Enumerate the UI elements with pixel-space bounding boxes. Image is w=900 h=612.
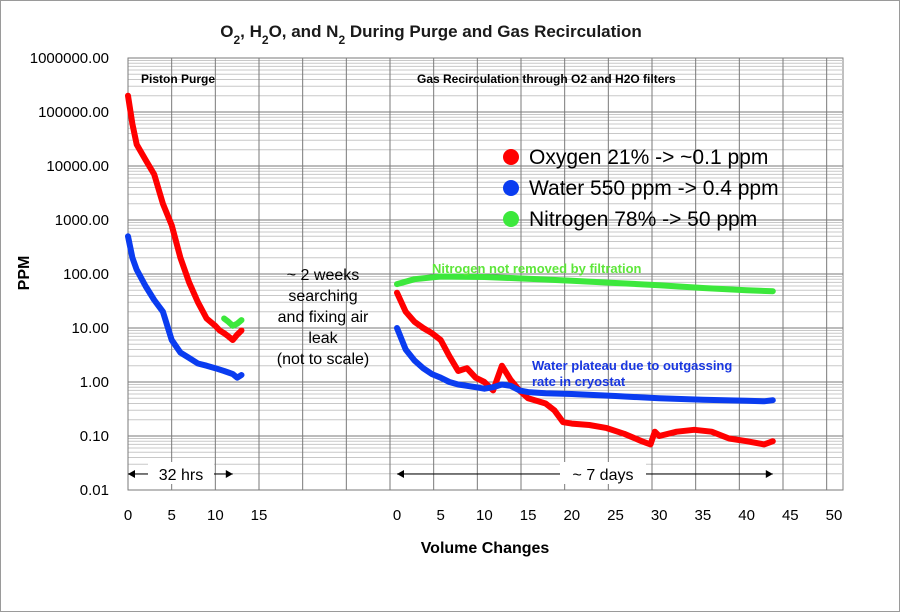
purge-duration-arrow-head-right xyxy=(225,470,233,478)
y-tick-label: 100000.00 xyxy=(38,104,109,121)
title-segment: O, and N xyxy=(269,22,339,41)
title-subscript: 2 xyxy=(338,33,345,47)
purge-duration-label-bg xyxy=(148,462,214,484)
legend: Oxygen 21% -> ~0.1 ppm Water 550 ppm -> 0… xyxy=(503,146,779,231)
oxygen-series-recirculation xyxy=(394,289,776,448)
annotations: Piston Purge Gas Recirculation through O2… xyxy=(128,72,773,484)
x-tick-label: 10 xyxy=(207,507,224,524)
x-tick-label: 10 xyxy=(476,507,493,524)
y-tick-label: 100.00 xyxy=(63,266,109,283)
legend-label: Water 550 ppm -> 0.4 ppm xyxy=(529,177,779,200)
purge-duration-label: 32 hrs xyxy=(159,467,203,484)
gap-note-line: ~ 2 weeks xyxy=(287,267,359,284)
legend-marker xyxy=(503,180,519,196)
recirc-duration-label: ~ 7 days xyxy=(573,467,634,484)
x-tick-label: 25 xyxy=(607,507,624,524)
x-tick-label: 15 xyxy=(520,507,537,524)
water-annotation-line: rate in cryostat xyxy=(532,374,626,389)
title-subscript: 2 xyxy=(262,33,269,47)
x-tick-label: 0 xyxy=(124,507,132,524)
legend-marker xyxy=(503,211,519,227)
nitrogen-series-recirculation xyxy=(394,273,776,295)
x-tick-label: 5 xyxy=(167,507,175,524)
y-tick-label: 0.01 xyxy=(80,482,109,499)
recirc-duration-arrow-head-left xyxy=(397,470,404,478)
x-axis: 0 5 10 15 0 5 10 15 20 25 30 35 40 45 50 xyxy=(124,507,843,524)
water-annotation-line: Water plateau due to outgassing xyxy=(532,358,732,373)
panel-label-purge: Piston Purge xyxy=(141,72,215,86)
y-tick-label: 10.00 xyxy=(71,320,109,337)
y-tick-label: 1000000.00 xyxy=(30,50,109,67)
legend-marker xyxy=(503,149,519,165)
x-tick-label: 50 xyxy=(826,507,843,524)
x-tick-label: 0 xyxy=(393,507,401,524)
series-layer xyxy=(125,92,776,448)
grid xyxy=(127,57,844,491)
x-tick-label: 45 xyxy=(782,507,799,524)
nitrogen-annotation: Nitrogen not removed by filtration xyxy=(432,261,642,276)
nitrogen-series-purge xyxy=(221,315,245,329)
gap-note-line: and fixing air xyxy=(278,309,369,326)
y-tick-label: 10000.00 xyxy=(46,158,109,175)
legend-label: Nitrogen 78% -> 50 ppm xyxy=(529,208,757,231)
panel-label-recirculation: Gas Recirculation through O2 and H2O fil… xyxy=(417,72,676,86)
x-tick-label: 40 xyxy=(738,507,755,524)
y-tick-label: 1.00 xyxy=(80,374,109,391)
purge-duration-arrow-head-left xyxy=(128,470,135,478)
y-axis: 0.01 0.10 1.00 10.00 100.00 1000.00 10000.00 10… xyxy=(30,50,109,499)
oxygen-series-purge xyxy=(125,92,245,343)
gap-note-line: searching xyxy=(288,288,357,305)
title-segment: During Purge and Gas Recirculation xyxy=(345,22,642,41)
title-segment: O xyxy=(220,22,233,41)
title-subscript: 2 xyxy=(233,33,240,47)
water-series-purge xyxy=(125,233,245,381)
gap-note-line: (not to scale) xyxy=(277,351,369,368)
chart-title: O2, H2O, and N2 During Purge and Gas Rec… xyxy=(220,22,642,47)
x-axis-title: Volume Changes xyxy=(421,540,550,557)
y-axis-title: PPM xyxy=(16,256,33,291)
recirc-duration-label-bg xyxy=(560,462,646,484)
x-tick-label: 30 xyxy=(651,507,668,524)
x-tick-label: 35 xyxy=(695,507,712,524)
water-series-recirculation xyxy=(394,325,776,405)
title-segment: , H xyxy=(240,22,262,41)
x-tick-label: 20 xyxy=(563,507,580,524)
x-tick-label: 15 xyxy=(251,507,268,524)
x-tick-label: 5 xyxy=(437,507,445,524)
legend-label: Oxygen 21% -> ~0.1 ppm xyxy=(529,146,768,169)
y-tick-label: 1000.00 xyxy=(55,212,109,229)
gap-note-line: leak xyxy=(308,330,338,347)
y-tick-label: 0.10 xyxy=(80,428,109,445)
recirc-duration-arrow-head-right xyxy=(765,470,773,478)
